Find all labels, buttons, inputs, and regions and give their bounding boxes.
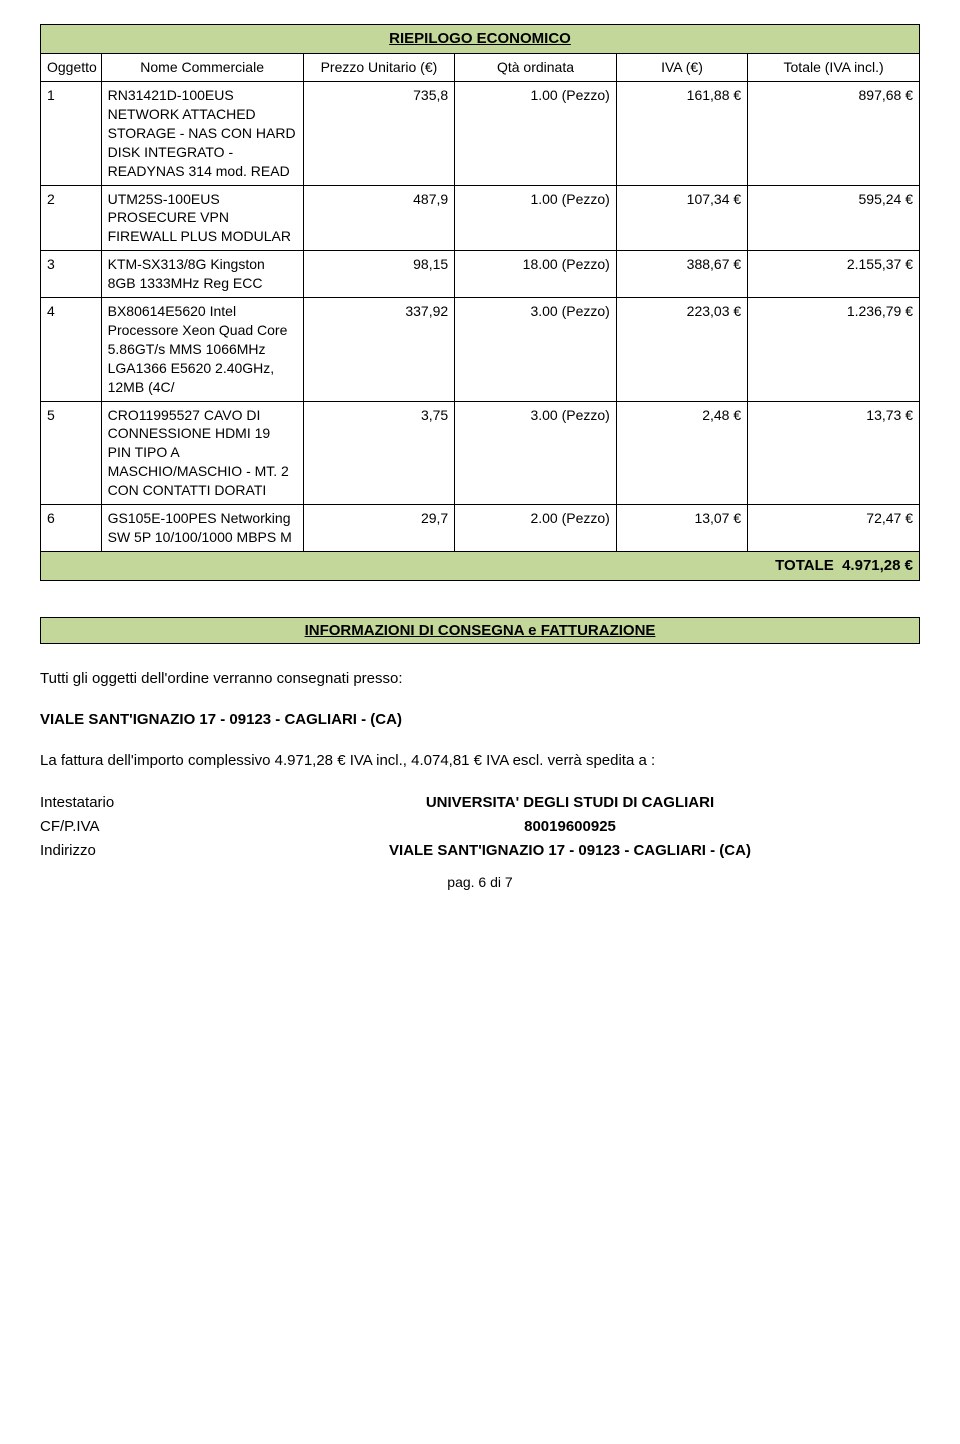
row-qty: 3.00 (Pezzo) (455, 401, 617, 504)
table-total-cell: TOTALE 4.971,28 € (41, 551, 920, 580)
row-unit: 29,7 (303, 504, 455, 551)
table-row: 5 CRO11995527 CAVO DI CONNESSIONE HDMI 1… (41, 401, 920, 504)
cf-label: CF/P.IVA (40, 815, 220, 839)
header-oggetto: Oggetto (41, 54, 102, 82)
row-name: CRO11995527 CAVO DI CONNESSIONE HDMI 19 … (101, 401, 303, 504)
total-label: TOTALE (775, 557, 834, 574)
row-total: 13,73 € (748, 401, 920, 504)
row-name: UTM25S-100EUS PROSECURE VPN FIREWALL PLU… (101, 185, 303, 251)
row-iva: 2,48 € (616, 401, 747, 504)
row-name: GS105E-100PES Networking SW 5P 10/100/10… (101, 504, 303, 551)
row-total: 897,68 € (748, 82, 920, 185)
header-prezzo: Prezzo Unitario (€) (303, 54, 455, 82)
page-container: RIEPILOGO ECONOMICO Oggetto Nome Commerc… (0, 0, 960, 914)
row-iva: 223,03 € (616, 298, 747, 401)
row-idx: 4 (41, 298, 102, 401)
table-title: RIEPILOGO ECONOMICO (41, 25, 920, 54)
row-qty: 2.00 (Pezzo) (455, 504, 617, 551)
header-qta: Qtà ordinata (455, 54, 617, 82)
indirizzo-value: VIALE SANT'IGNAZIO 17 - 09123 - CAGLIARI… (220, 839, 920, 863)
row-unit: 487,9 (303, 185, 455, 251)
row-total: 595,24 € (748, 185, 920, 251)
header-iva: IVA (€) (616, 54, 747, 82)
row-idx: 2 (41, 185, 102, 251)
header-totale: Totale (IVA incl.) (748, 54, 920, 82)
row-iva: 107,34 € (616, 185, 747, 251)
row-idx: 3 (41, 251, 102, 298)
row-idx: 5 (41, 401, 102, 504)
row-unit: 337,92 (303, 298, 455, 401)
indirizzo-label: Indirizzo (40, 839, 220, 863)
row-iva: 161,88 € (616, 82, 747, 185)
row-unit: 735,8 (303, 82, 455, 185)
table-header-row: Oggetto Nome Commerciale Prezzo Unitario… (41, 54, 920, 82)
table-row: 3 KTM-SX313/8G Kingston 8GB 1333MHz Reg … (41, 251, 920, 298)
delivery-intro: Tutti gli oggetti dell'ordine verranno c… (40, 668, 920, 689)
invoice-line: La fattura dell'importo complessivo 4.97… (40, 750, 920, 771)
row-qty: 1.00 (Pezzo) (455, 82, 617, 185)
delivery-banner: INFORMAZIONI DI CONSEGNA e FATTURAZIONE (40, 617, 920, 644)
row-idx: 1 (41, 82, 102, 185)
total-value: 4.971,28 € (842, 557, 913, 574)
row-total: 2.155,37 € (748, 251, 920, 298)
kv-row-cf: CF/P.IVA 80019600925 (40, 815, 920, 839)
row-unit: 3,75 (303, 401, 455, 504)
economic-summary-table: RIEPILOGO ECONOMICO Oggetto Nome Commerc… (40, 24, 920, 581)
kv-row-indirizzo: Indirizzo VIALE SANT'IGNAZIO 17 - 09123 … (40, 839, 920, 863)
row-qty: 18.00 (Pezzo) (455, 251, 617, 298)
intestatario-label: Intestatario (40, 791, 220, 815)
intestatario-value: UNIVERSITA' DEGLI STUDI DI CAGLIARI (220, 791, 920, 815)
table-row: 1 RN31421D-100EUS NETWORK ATTACHED STORA… (41, 82, 920, 185)
row-total: 72,47 € (748, 504, 920, 551)
cf-value: 80019600925 (220, 815, 920, 839)
row-iva: 388,67 € (616, 251, 747, 298)
row-qty: 1.00 (Pezzo) (455, 185, 617, 251)
row-name: BX80614E5620 Intel Processore Xeon Quad … (101, 298, 303, 401)
row-name: KTM-SX313/8G Kingston 8GB 1333MHz Reg EC… (101, 251, 303, 298)
row-name: RN31421D-100EUS NETWORK ATTACHED STORAGE… (101, 82, 303, 185)
table-total-row: TOTALE 4.971,28 € (41, 551, 920, 580)
row-unit: 98,15 (303, 251, 455, 298)
row-total: 1.236,79 € (748, 298, 920, 401)
row-iva: 13,07 € (616, 504, 747, 551)
table-row: 4 BX80614E5620 Intel Processore Xeon Qua… (41, 298, 920, 401)
delivery-address: VIALE SANT'IGNAZIO 17 - 09123 - CAGLIARI… (40, 709, 920, 730)
table-title-row: RIEPILOGO ECONOMICO (41, 25, 920, 54)
table-row: 6 GS105E-100PES Networking SW 5P 10/100/… (41, 504, 920, 551)
header-nome: Nome Commerciale (101, 54, 303, 82)
row-qty: 3.00 (Pezzo) (455, 298, 617, 401)
page-number: pag. 6 di 7 (40, 874, 920, 890)
kv-row-intestatario: Intestatario UNIVERSITA' DEGLI STUDI DI … (40, 791, 920, 815)
table-row: 2 UTM25S-100EUS PROSECURE VPN FIREWALL P… (41, 185, 920, 251)
invoice-fields-table: Intestatario UNIVERSITA' DEGLI STUDI DI … (40, 791, 920, 864)
row-idx: 6 (41, 504, 102, 551)
